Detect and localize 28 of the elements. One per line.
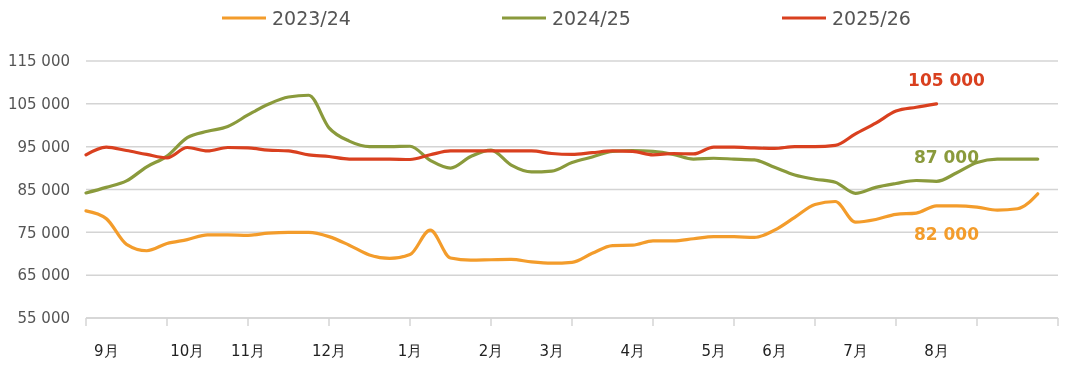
x-tick-label: 8月 xyxy=(924,342,949,360)
x-tick-label: 2月 xyxy=(478,342,504,360)
x-tick-label: 1月 xyxy=(397,342,423,360)
x-tick-label: 11月 xyxy=(230,342,266,360)
line-series xyxy=(84,102,939,162)
x-tick-label: 12月 xyxy=(311,342,347,360)
y-tick-label: 85 000 xyxy=(17,180,70,199)
x-tick-label: 10月 xyxy=(170,342,205,360)
annotation: 105 000 xyxy=(908,69,986,90)
line-series xyxy=(84,192,1040,265)
x-tick-label: 5月 xyxy=(701,342,727,360)
x-tick-label: 9月 xyxy=(93,342,119,360)
y-tick-label: 75 000 xyxy=(17,223,70,242)
y-tick-label: 115 000 xyxy=(7,52,70,71)
x-tick-label: 3月 xyxy=(539,342,565,360)
y-tick-label: 65 000 xyxy=(17,266,70,285)
y-tick-label: 105 000 xyxy=(7,95,70,114)
y-tick-label: 95 000 xyxy=(17,137,70,156)
annotation: 82 000 xyxy=(913,223,980,244)
legend-label: 2024/25 xyxy=(552,6,631,29)
legend-label: 2025/26 xyxy=(832,6,911,29)
line-series xyxy=(84,93,1040,195)
legend-label: 2023/24 xyxy=(272,6,351,29)
y-tick-label: 55 000 xyxy=(17,309,70,328)
x-tick-label: 7月 xyxy=(843,342,868,360)
annotation: 87 000 xyxy=(913,147,980,168)
x-tick-label: 6月 xyxy=(762,342,787,360)
x-tick-label: 4月 xyxy=(620,342,646,360)
